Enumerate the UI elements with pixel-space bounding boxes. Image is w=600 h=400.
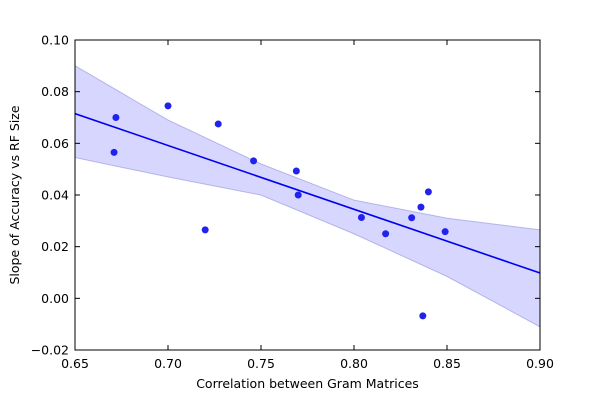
data-point	[294, 191, 302, 199]
y-tick-label: 0.08	[41, 84, 69, 99]
data-point	[112, 114, 120, 121]
data-point	[408, 214, 416, 222]
y-tick-label: 0.10	[41, 33, 69, 48]
data-point	[214, 120, 222, 128]
y-axis-label: Slope of Accuracy vs RF Size	[7, 105, 22, 284]
data-point	[292, 167, 300, 175]
x-tick-label: 0.80	[340, 356, 368, 371]
data-point	[250, 157, 258, 165]
data-point	[201, 226, 209, 234]
x-axis-label: Correlation between Gram Matrices	[196, 376, 419, 391]
data-point	[382, 230, 390, 238]
y-tick-label: −0.02	[31, 343, 69, 358]
plot-area	[75, 65, 540, 328]
data-point	[357, 213, 365, 221]
x-axis-ticks: 0.65 0.70 0.75 0.80 0.85 0.90	[61, 40, 554, 371]
y-tick-label: 0.04	[41, 188, 69, 203]
y-tick-label: 0.06	[41, 136, 69, 151]
data-point	[110, 148, 118, 156]
x-tick-label: 0.90	[526, 356, 554, 371]
x-tick-label: 0.65	[61, 356, 89, 371]
x-tick-label: 0.70	[154, 356, 182, 371]
data-points	[110, 102, 449, 320]
x-tick-label: 0.75	[247, 356, 275, 371]
data-point	[424, 188, 432, 196]
data-point	[441, 228, 449, 236]
data-point	[419, 312, 427, 320]
data-point	[417, 203, 425, 211]
y-tick-label: 0.00	[41, 291, 69, 306]
data-point	[164, 102, 172, 110]
y-tick-label: 0.02	[41, 239, 69, 254]
x-tick-label: 0.85	[433, 356, 461, 371]
regression-line	[75, 112, 540, 274]
confidence-band	[75, 65, 540, 328]
y-axis-ticks: −0.02 0.00 0.02 0.04 0.06 0.08 0.10	[31, 33, 540, 358]
